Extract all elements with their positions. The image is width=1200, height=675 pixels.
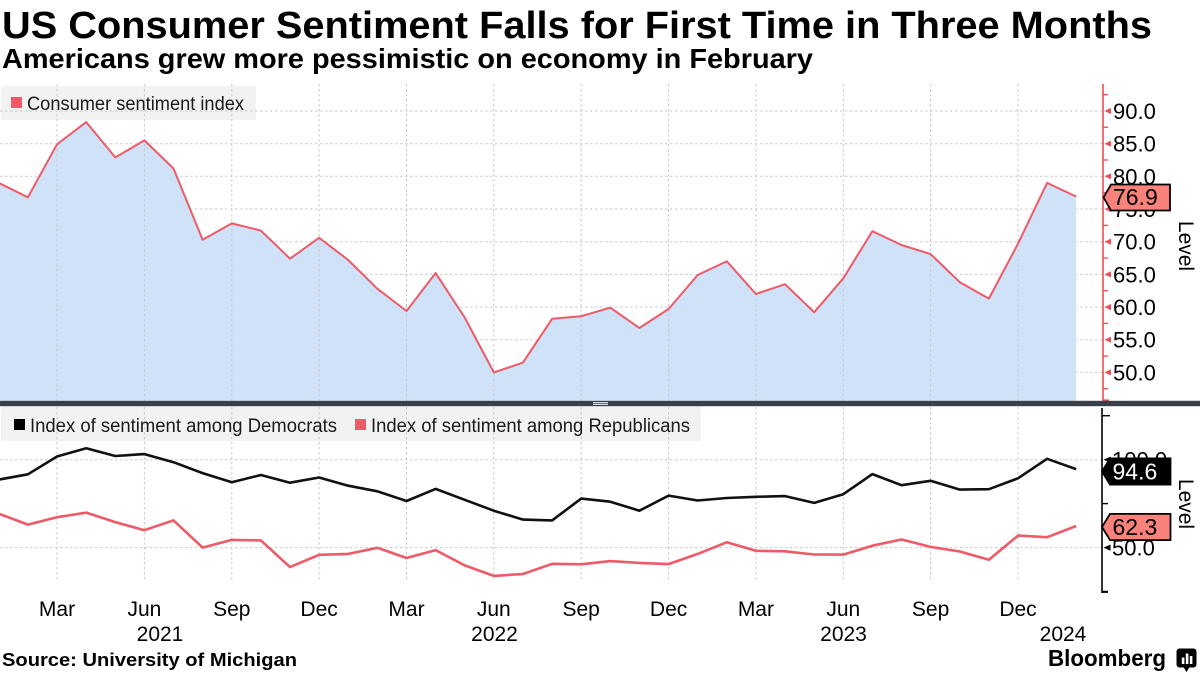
svg-text:85.0: 85.0 [1113,132,1156,157]
svg-text:Jun: Jun [826,598,860,621]
svg-text:Source: University of Michigan: Source: University of Michigan [2,650,297,670]
svg-text:62.3: 62.3 [1113,514,1158,540]
svg-text:Sep: Sep [912,598,949,621]
svg-text:76.9: 76.9 [1113,184,1158,210]
svg-text:Sep: Sep [563,598,600,621]
svg-text:Level: Level [1174,479,1197,529]
svg-text:Sep: Sep [213,598,250,621]
svg-text:Dec: Dec [650,598,687,621]
svg-text:Dec: Dec [999,598,1036,621]
svg-text:Jun: Jun [477,598,511,621]
svg-text:US Consumer Sentiment Falls fo: US Consumer Sentiment Falls for First Ti… [2,5,1152,47]
svg-text:50.0: 50.0 [1113,360,1156,385]
svg-text:94.6: 94.6 [1113,458,1158,484]
svg-text:Americans grew more pessimisti: Americans grew more pessimistic on econo… [2,43,813,74]
svg-text:Mar: Mar [388,598,424,621]
svg-text:Consumer sentiment index: Consumer sentiment index [27,94,244,115]
svg-text:70.0: 70.0 [1113,230,1156,255]
svg-text:60.0: 60.0 [1113,295,1156,320]
svg-text:2023: 2023 [820,623,867,646]
svg-text:Index of sentiment among Democ: Index of sentiment among Democrats [30,416,337,437]
svg-text:Index of sentiment among Repub: Index of sentiment among Republicans [371,416,690,437]
svg-text:Mar: Mar [738,598,774,621]
svg-text:2021: 2021 [137,623,184,646]
svg-text:2022: 2022 [471,623,518,646]
svg-text:90.0: 90.0 [1113,99,1156,124]
svg-text:2024: 2024 [1040,623,1087,646]
svg-text:Bloomberg: Bloomberg [1048,645,1166,671]
svg-text:55.0: 55.0 [1113,328,1156,353]
svg-text:Mar: Mar [39,598,75,621]
svg-text:Level: Level [1174,221,1197,271]
svg-text:Dec: Dec [300,598,337,621]
svg-text:65.0: 65.0 [1113,262,1156,287]
svg-text:Jun: Jun [127,598,161,621]
